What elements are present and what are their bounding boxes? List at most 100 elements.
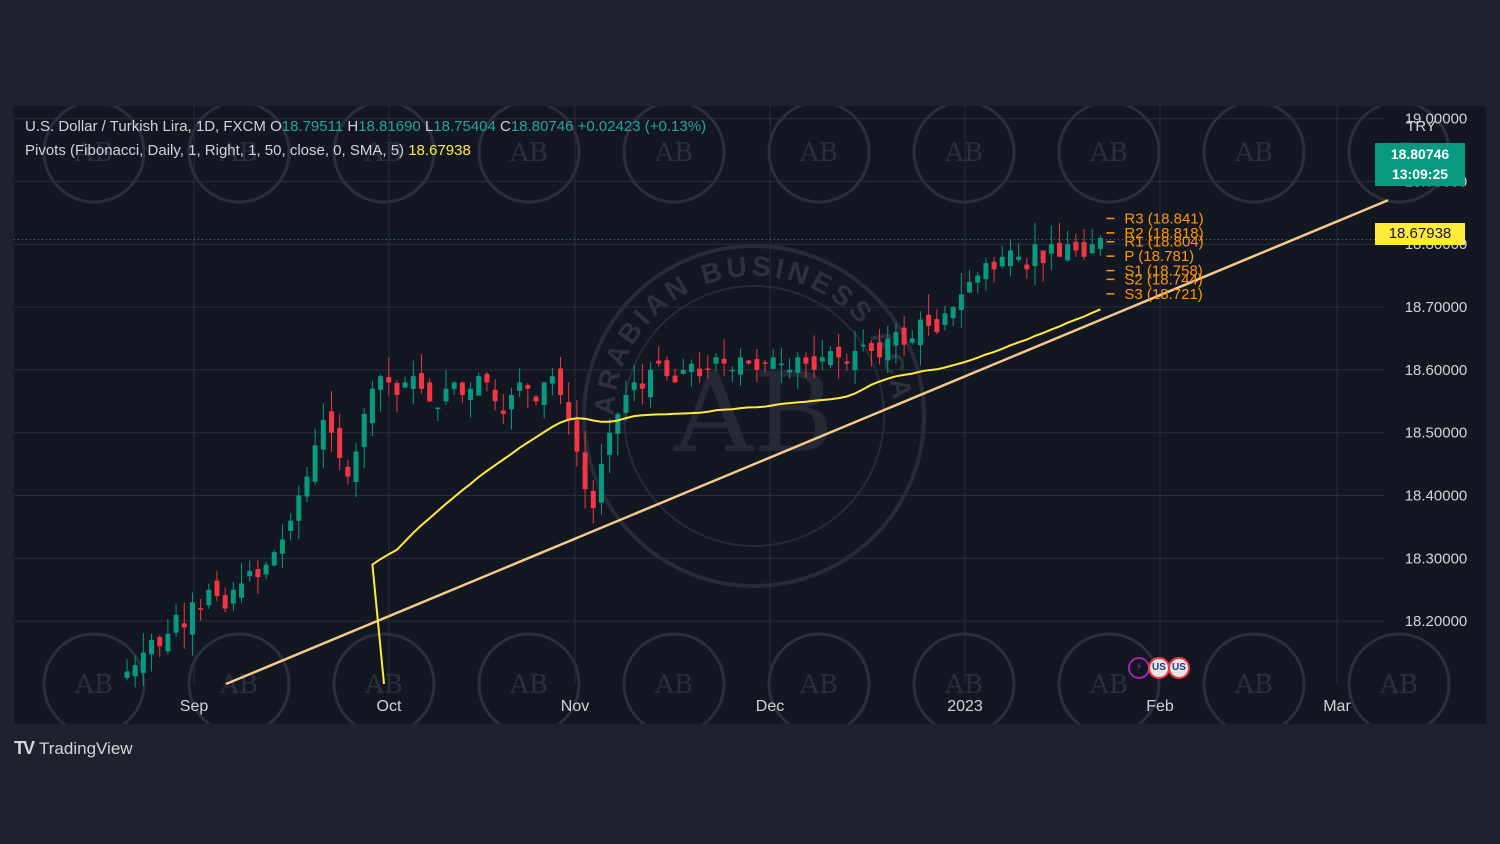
watermark-seal: AB bbox=[912, 106, 1016, 204]
tradingview-brand[interactable]: TV TradingView bbox=[14, 738, 133, 759]
candle-body bbox=[288, 520, 294, 531]
brand-name: TradingView bbox=[39, 738, 133, 758]
candle-body bbox=[721, 358, 727, 364]
pivot-level-label: P (18.781) bbox=[1124, 248, 1194, 265]
candle-body bbox=[378, 376, 384, 390]
candle-body bbox=[279, 539, 285, 554]
symbol-legend[interactable]: U.S. Dollar / Turkish Lira, 1D, FXCM O18… bbox=[25, 118, 706, 135]
watermark-seal: AB bbox=[477, 632, 581, 724]
watermark-monogram: AB bbox=[944, 138, 983, 168]
watermark-layer: ABABABABABABABABABABABABABABABABABABABAB… bbox=[14, 106, 1451, 724]
candle-body bbox=[402, 382, 408, 388]
pivot-level-label: R2 (18.818) bbox=[1124, 225, 1203, 242]
candle-body bbox=[746, 360, 752, 364]
candle-body bbox=[1040, 250, 1046, 264]
candle-body bbox=[967, 281, 973, 293]
candle-body bbox=[631, 382, 637, 391]
candle-body bbox=[688, 363, 694, 372]
price-axis[interactable]: 18.20000 18.30000 18.40000 18.50000 18.60000… bbox=[1405, 111, 1468, 631]
candle-body bbox=[697, 368, 703, 377]
event-us-flag-icon-2[interactable]: US bbox=[1168, 657, 1190, 679]
candle-body bbox=[329, 411, 334, 433]
watermark-monogram: AB bbox=[364, 138, 403, 168]
grid-lines bbox=[14, 106, 1384, 684]
candle-body bbox=[517, 382, 523, 391]
candle-body bbox=[1073, 241, 1079, 251]
candle-body bbox=[1065, 244, 1071, 261]
candle-body bbox=[459, 382, 465, 395]
candle-body bbox=[140, 652, 146, 674]
candle-body bbox=[1007, 250, 1013, 267]
watermark-seal: AB bbox=[187, 106, 291, 204]
candle-body bbox=[181, 623, 187, 628]
indicator-legend[interactable]: Pivots (Fibonacci, Daily, 1, Right, 1, 5… bbox=[25, 142, 471, 159]
candle-body bbox=[1048, 244, 1054, 254]
candle-body bbox=[558, 368, 564, 395]
watermark-seal: AB bbox=[912, 632, 1016, 724]
candle-body bbox=[1057, 242, 1063, 257]
price-chart[interactable]: ABABABABABABABABABABABABABABABABABABABAB… bbox=[14, 106, 1486, 724]
time-tick-label: Feb bbox=[1146, 698, 1174, 715]
candle-body bbox=[149, 640, 155, 655]
close-value: 18.80746 bbox=[510, 118, 574, 135]
candle-body bbox=[860, 344, 866, 347]
watermark-seal: AB bbox=[622, 632, 726, 724]
candle-body bbox=[239, 583, 245, 598]
candle-body bbox=[345, 466, 351, 477]
candle-body bbox=[975, 275, 981, 283]
time-axis[interactable]: Sep Oct Nov Dec 2023 Feb Mar bbox=[180, 698, 1352, 715]
time-tick-label: Sep bbox=[180, 698, 209, 715]
candle-body bbox=[435, 407, 441, 410]
candle-body bbox=[639, 383, 645, 389]
candle-body bbox=[926, 314, 932, 326]
candle-body bbox=[173, 614, 179, 633]
candle-body bbox=[680, 369, 686, 374]
sma-price-badge: 18.67938 bbox=[1375, 223, 1465, 245]
candle-body bbox=[198, 608, 204, 610]
candle-body bbox=[468, 388, 474, 401]
event-us-flag-icon[interactable]: US bbox=[1148, 657, 1170, 679]
candle-body bbox=[492, 389, 498, 402]
candle-body bbox=[394, 383, 400, 395]
candle-body bbox=[304, 476, 310, 497]
watermark-monogram: AB bbox=[74, 138, 113, 168]
candle-body bbox=[893, 332, 899, 346]
watermark-monogram: AB bbox=[799, 670, 838, 700]
candle-body bbox=[263, 564, 269, 575]
candle-body bbox=[296, 495, 302, 521]
event-flash-icon[interactable]: ⚡ bbox=[1128, 657, 1150, 679]
watermark-seal: AB bbox=[767, 632, 871, 724]
watermark-seal: AB bbox=[622, 106, 726, 204]
open-label: O bbox=[270, 118, 282, 135]
watermark-monogram: AB bbox=[509, 138, 548, 168]
price-tick-label: 19.00000 bbox=[1405, 111, 1468, 128]
candle-body bbox=[271, 552, 277, 566]
time-tick-label: Dec bbox=[756, 698, 784, 715]
candle-body bbox=[664, 360, 670, 377]
candle-body bbox=[508, 395, 514, 410]
candle-body bbox=[607, 432, 613, 455]
candle-body bbox=[337, 428, 343, 458]
watermark-monogram: AB bbox=[1379, 670, 1418, 700]
pivot-level-label: S1 (18.758) bbox=[1124, 263, 1202, 280]
indicator-name: Pivots (Fibonacci, Daily, 1, Right, 1, 5… bbox=[25, 142, 405, 159]
watermark-seal: AB bbox=[187, 632, 291, 724]
candle-body bbox=[484, 373, 490, 383]
low-value: 18.75404 bbox=[433, 118, 496, 135]
chart-panel[interactable]: ABABABABABABABABABABABABABABABABABABABAB… bbox=[14, 106, 1486, 724]
price-tick-label: 18.40000 bbox=[1405, 488, 1468, 505]
watermark-seal: AB bbox=[42, 632, 146, 724]
watermark-monogram: AB bbox=[74, 670, 113, 700]
trendline bbox=[225, 199, 1389, 686]
candle-body bbox=[418, 373, 424, 389]
candle-body bbox=[410, 376, 416, 389]
candle-body bbox=[574, 420, 580, 452]
candle-body bbox=[451, 382, 457, 389]
candle-body bbox=[811, 356, 817, 370]
candle-body bbox=[214, 580, 220, 597]
tradingview-logo-icon: TV bbox=[14, 738, 35, 758]
candle-body bbox=[541, 382, 547, 405]
watermark-seal: AB bbox=[1057, 106, 1161, 204]
time-tick-label: Oct bbox=[377, 698, 402, 715]
open-value: 18.79511 bbox=[281, 118, 344, 135]
